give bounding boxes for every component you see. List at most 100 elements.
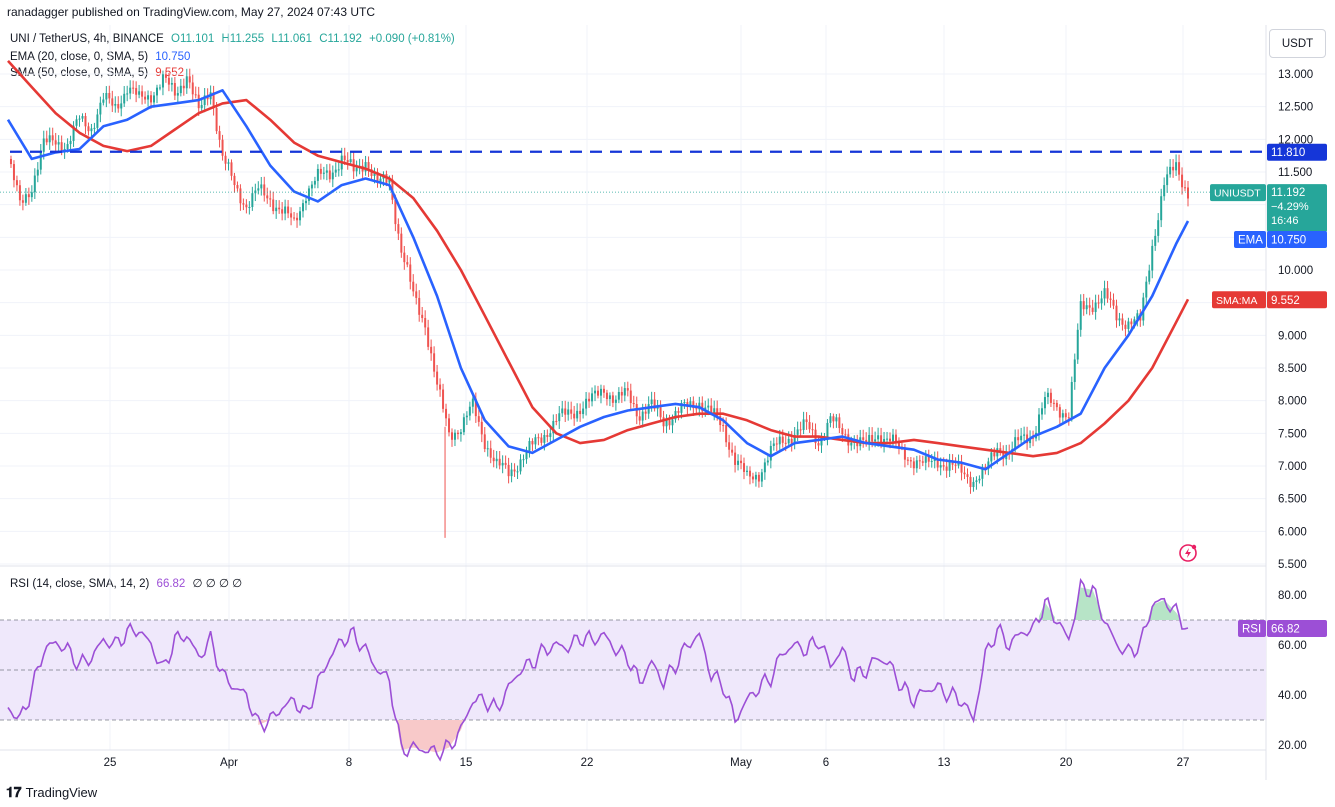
candle-body [748, 470, 751, 477]
candle-body [489, 448, 492, 458]
candle-body [683, 402, 686, 404]
candle-body [1154, 235, 1157, 246]
candle-body [465, 415, 468, 418]
candle-body [248, 207, 251, 209]
axis-separators [0, 25, 1267, 780]
candle-body [558, 413, 561, 422]
candle-body [355, 167, 358, 172]
sma-legend[interactable]: SMA (50, close, 0, SMA, 5) 9.552 [10, 67, 184, 79]
time-tick-label: 8 [346, 757, 352, 769]
candle-body [650, 399, 653, 405]
time-tick-label: 6 [823, 757, 829, 769]
candle-body [1076, 329, 1079, 360]
candle-body [936, 458, 939, 468]
candle-body [400, 233, 403, 253]
candle-body [728, 442, 731, 450]
candle-body [760, 472, 763, 482]
candle-body [69, 140, 72, 145]
candle-body [296, 217, 299, 221]
grid [0, 25, 1266, 750]
candle-body [281, 209, 284, 214]
candle-body [349, 159, 352, 163]
candle-body [838, 417, 841, 429]
candle-body [516, 471, 519, 473]
candle-body [200, 105, 203, 109]
candle-body [769, 445, 772, 461]
candle-body [763, 462, 766, 473]
candle-body [230, 162, 233, 176]
tradingview-logo[interactable]: 𝟏𝟕 TradingView [6, 784, 97, 801]
candle-body [284, 206, 287, 214]
candle-body [63, 149, 66, 152]
candle-body [778, 436, 781, 445]
candle-body [287, 206, 290, 214]
ema-name-tag-bg [1234, 231, 1266, 248]
candle-body [862, 437, 865, 440]
candle-body [370, 169, 373, 176]
candle-body [60, 142, 63, 152]
candle-body [236, 185, 239, 189]
candle-body [525, 450, 528, 460]
ema-name-tag: EMA [1238, 235, 1263, 247]
candle-body [275, 207, 278, 212]
candle-body [1163, 185, 1166, 197]
price-tick-label: 8.000 [1278, 396, 1307, 408]
candle-body [1112, 299, 1115, 306]
candle-body [33, 175, 36, 193]
candle-body [775, 443, 778, 445]
candle-body [620, 391, 623, 396]
candle-body [75, 119, 78, 126]
resistance-tag-bg [1267, 143, 1327, 161]
candle-body [45, 138, 48, 143]
candle-body [638, 416, 641, 421]
currency-button[interactable]: USDT [1269, 29, 1326, 58]
rsi-overbought-fill [1148, 600, 1181, 620]
ema-legend[interactable]: EMA (20, close, 0, SMA, 5) 10.750 [10, 51, 190, 63]
candle-body [87, 126, 90, 132]
candle-body [471, 398, 474, 407]
candle-body [889, 438, 892, 442]
change-value: +0.090 (+0.81%) [369, 33, 455, 45]
candle-body [722, 425, 725, 427]
candle-body [680, 402, 683, 413]
candle-body [939, 465, 942, 468]
time-tick-label: 13 [938, 757, 951, 769]
sma-name-tag: SMA:MA [1216, 295, 1257, 307]
candle-body [242, 203, 245, 205]
candle-body [597, 390, 599, 396]
candle-body [1046, 392, 1049, 398]
candle-body [734, 452, 737, 465]
candle-body [1091, 307, 1094, 313]
candle-body [260, 184, 263, 189]
rsi-overbought-fill [1074, 587, 1103, 620]
candle-body [427, 327, 430, 347]
candle-body [188, 76, 191, 83]
candle-body [397, 224, 400, 234]
candle-body [299, 211, 302, 221]
price-tick-label: 10.000 [1278, 265, 1313, 277]
candle-body [1148, 270, 1151, 282]
candle-body [1020, 435, 1023, 441]
candle-body [1040, 408, 1043, 415]
candle-body [176, 93, 179, 96]
candle-body [591, 393, 594, 402]
candle-body [918, 460, 921, 462]
candle-body [841, 428, 844, 435]
rsi-label: RSI (14, close, SMA, 14, 2) [10, 578, 150, 590]
candle-body [319, 168, 322, 174]
open-value: O11.101 [171, 33, 215, 45]
rsi-legend[interactable]: RSI (14, close, SMA, 14, 2) 66.82 ∅ ∅ ∅ … [10, 576, 242, 590]
candle-body [1100, 298, 1103, 304]
candle-body [948, 461, 951, 471]
rsi-tick-label: 80.00 [1278, 590, 1307, 602]
rsi-extras: ∅ ∅ ∅ ∅ [192, 578, 243, 590]
candle-body [850, 442, 853, 446]
candle-body [158, 87, 161, 89]
candle-body [1124, 324, 1127, 329]
symbol-legend[interactable]: UNI / TetherUS, 4h, BINANCE O11.101 H11.… [10, 33, 455, 45]
candle-body [90, 128, 93, 132]
candle-body [716, 408, 719, 416]
candle-body [415, 291, 418, 298]
candle-body [1088, 305, 1091, 308]
